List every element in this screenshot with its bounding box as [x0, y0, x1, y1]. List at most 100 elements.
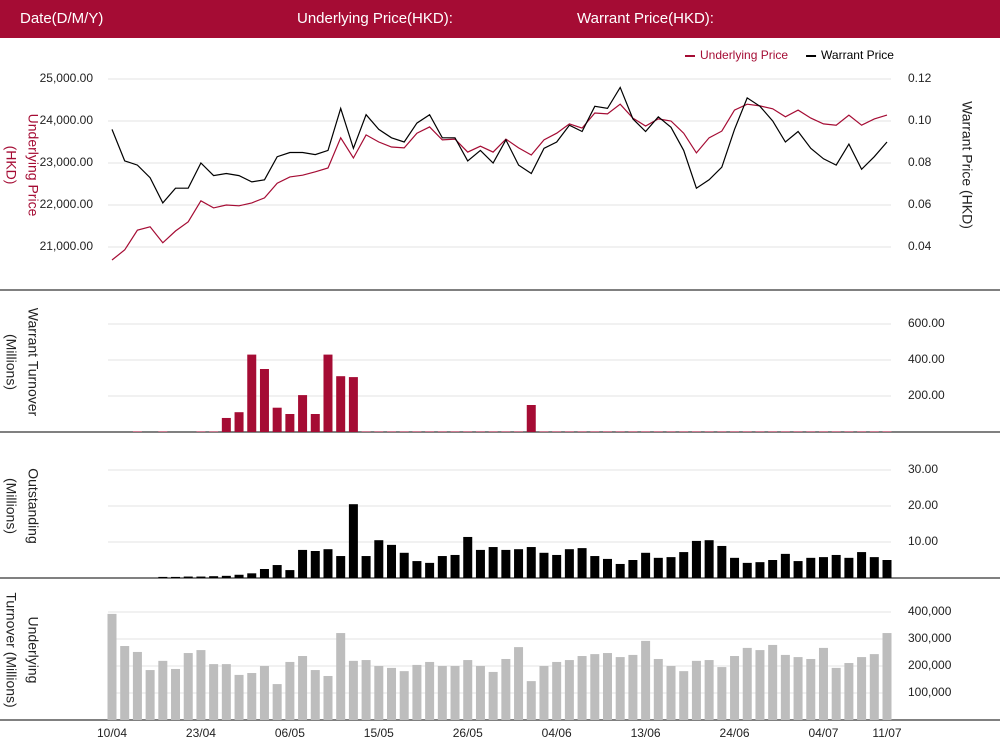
- bar: [552, 661, 562, 720]
- bar: [247, 354, 257, 432]
- bar: [539, 666, 549, 720]
- bar: [272, 565, 282, 578]
- bar: [577, 431, 587, 432]
- bar: [653, 431, 663, 432]
- bar: [691, 540, 701, 578]
- bar: [425, 431, 435, 432]
- bar: [590, 556, 600, 578]
- header-bar: [0, 0, 1000, 38]
- y-tick-label: 100,000: [908, 685, 952, 699]
- bar: [818, 557, 828, 578]
- x-tick-label: 06/05: [275, 726, 305, 740]
- bar: [793, 561, 803, 578]
- bar: [196, 576, 206, 578]
- y-axis-title: Warrant Turnover: [25, 308, 41, 417]
- bar: [602, 653, 612, 720]
- bar: [679, 431, 689, 432]
- y-tick-label: 200,000: [908, 658, 952, 672]
- bar: [323, 354, 333, 432]
- bar: [641, 640, 651, 720]
- y2-axis-title: Warrant Price (HKD): [959, 101, 975, 229]
- y-tick-label: 30.00: [908, 462, 938, 476]
- bar: [221, 575, 231, 578]
- bar: [488, 547, 498, 578]
- bar: [755, 562, 765, 578]
- bar: [704, 660, 714, 720]
- bar: [450, 666, 460, 720]
- bar: [717, 545, 727, 578]
- bar: [437, 666, 447, 720]
- bar: [780, 431, 790, 432]
- bar: [628, 431, 638, 432]
- bar: [361, 431, 371, 432]
- bar: [653, 557, 663, 578]
- bar: [552, 431, 562, 432]
- bar: [628, 654, 638, 720]
- bar: [107, 613, 117, 720]
- bar: [869, 431, 879, 432]
- bar: [234, 574, 244, 578]
- bar: [374, 431, 384, 432]
- bar: [387, 431, 397, 432]
- bar: [310, 670, 320, 720]
- bar: [183, 576, 193, 578]
- bar: [666, 666, 676, 720]
- bar: [450, 554, 460, 578]
- bar: [780, 553, 790, 578]
- bar: [730, 431, 740, 432]
- bar: [145, 670, 155, 720]
- y-axis-title: Underlying Price: [25, 114, 41, 217]
- bar: [831, 554, 841, 578]
- bar: [691, 660, 701, 720]
- bar: [285, 661, 295, 720]
- bar: [806, 658, 816, 720]
- bar: [882, 431, 892, 432]
- bar: [412, 431, 422, 432]
- bar: [247, 673, 257, 720]
- x-tick-label: 24/06: [720, 726, 750, 740]
- x-tick-label: 11/07: [872, 726, 901, 740]
- legend-label: Warrant Price: [821, 48, 894, 62]
- header-date: Date(D/M/Y): [20, 10, 103, 27]
- bar: [259, 569, 269, 578]
- bar: [221, 664, 231, 720]
- y-axis-title: (Millions): [3, 334, 19, 390]
- y-tick-label: 23,000.00: [40, 155, 94, 169]
- bar: [704, 431, 714, 432]
- bar: [209, 664, 219, 720]
- bar: [259, 666, 269, 720]
- bar: [399, 431, 409, 432]
- bar: [425, 661, 435, 720]
- bar: [348, 377, 358, 432]
- bar: [463, 431, 473, 432]
- bar: [755, 431, 765, 432]
- bar: [196, 431, 206, 432]
- bar: [844, 431, 854, 432]
- bar: [463, 660, 473, 720]
- bar: [857, 657, 867, 720]
- bar: [628, 560, 638, 578]
- bar: [818, 647, 828, 720]
- bar: [717, 431, 727, 432]
- bar: [412, 664, 422, 720]
- bar: [310, 551, 320, 578]
- bar: [120, 646, 130, 720]
- bar: [768, 560, 778, 578]
- bar: [882, 560, 892, 578]
- y-tick-label: 24,000.00: [40, 113, 94, 127]
- header-underlying: Underlying Price(HKD):: [297, 10, 453, 27]
- y2-tick-label: 0.04: [908, 239, 932, 253]
- bar: [323, 675, 333, 720]
- bar: [450, 431, 460, 432]
- bar: [742, 431, 752, 432]
- bar: [755, 650, 765, 720]
- bar: [514, 549, 524, 578]
- bar: [526, 681, 536, 720]
- y2-tick-label: 0.12: [908, 71, 932, 85]
- bar: [552, 554, 562, 578]
- bar: [412, 561, 422, 578]
- bar: [310, 414, 320, 432]
- bar: [475, 431, 485, 432]
- x-tick-label: 13/06: [631, 726, 661, 740]
